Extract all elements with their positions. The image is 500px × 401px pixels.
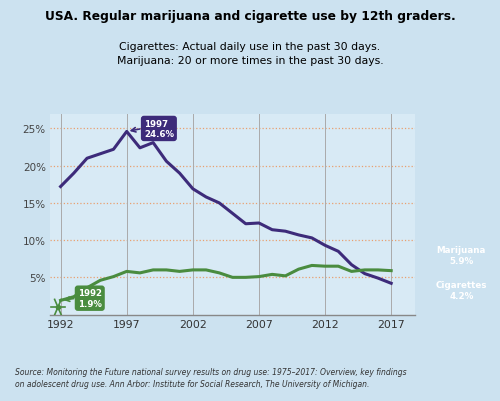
Text: 1992
1.9%: 1992 1.9% <box>78 289 102 308</box>
Text: Source: Monitoring the Future national survey results on drug use: 1975–2017: Ov: Source: Monitoring the Future national s… <box>15 367 406 388</box>
Text: Cigarettes
4.2%: Cigarettes 4.2% <box>436 280 487 300</box>
Text: USA. Regular marijuana and cigarette use by 12th graders.: USA. Regular marijuana and cigarette use… <box>44 10 456 23</box>
Text: Marijuana
5.9%: Marijuana 5.9% <box>436 245 486 265</box>
Text: Cigarettes: Actual daily use in the past 30 days.
Marijuana: 20 or more times in: Cigarettes: Actual daily use in the past… <box>116 42 384 66</box>
Text: 1997
24.6%: 1997 24.6% <box>144 119 174 139</box>
